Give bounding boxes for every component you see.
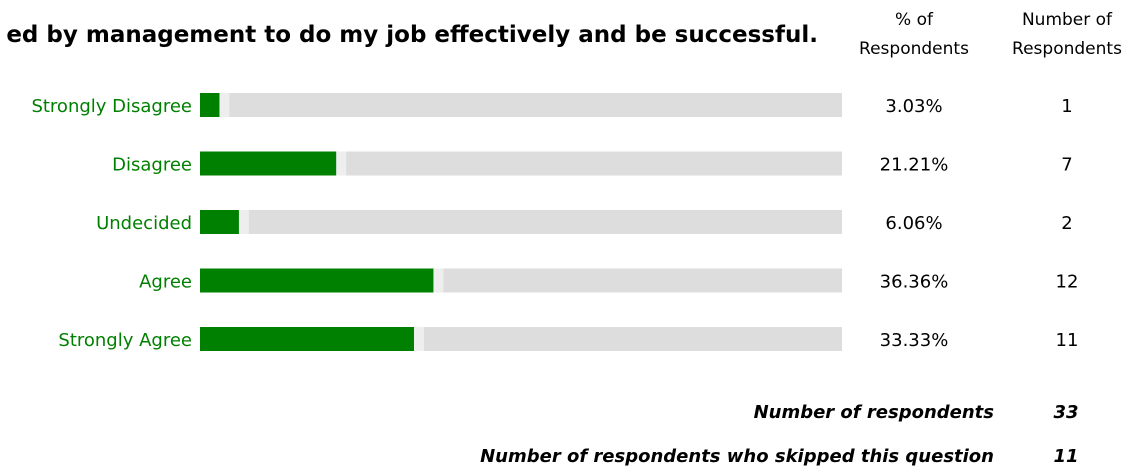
chart-rows: Strongly Disagree 3.03% 1 Disagree 21.21% 7 Un… [31, 93, 1078, 351]
category-label: Undecided [96, 213, 192, 234]
category-label: Agree [139, 272, 192, 293]
bar-track [200, 93, 842, 117]
bar-row: Undecided 6.06% 2 [96, 210, 1073, 234]
count-label: 12 [1056, 272, 1079, 293]
bar-shade [238, 210, 249, 234]
summary-row: Number of respondents 33 [754, 402, 1079, 423]
bar [200, 210, 239, 234]
summary-label: Number of respondents who skipped this q… [480, 446, 994, 467]
count-label: 7 [1061, 155, 1072, 176]
percent-label: 6.06% [885, 213, 942, 234]
bar [200, 93, 220, 117]
count-label: 11 [1056, 330, 1079, 351]
bar-shade [413, 327, 424, 351]
percent-label: 3.03% [885, 96, 942, 117]
summary-label: Number of respondents [754, 402, 995, 423]
bar [200, 268, 434, 293]
percent-header-line1: % of [895, 10, 934, 30]
summary-value: 33 [1053, 402, 1078, 423]
summary-row: Number of respondents who skipped this q… [480, 446, 1078, 467]
count-header-line2: Respondents [1012, 39, 1122, 59]
bar-track [200, 210, 842, 234]
bar-row: Agree 36.36% 12 [139, 268, 1079, 293]
question-title: ed by management to do my job effectivel… [6, 22, 818, 48]
category-label: Strongly Agree [58, 330, 192, 351]
count-label: 2 [1061, 213, 1072, 234]
bar-row: Strongly Agree 33.33% 11 [58, 327, 1078, 351]
percent-label: 21.21% [880, 155, 949, 176]
percent-label: 36.36% [880, 272, 949, 293]
summary-value: 11 [1053, 446, 1078, 467]
category-label: Disagree [112, 155, 192, 176]
bar-shade [433, 268, 444, 293]
bar [200, 327, 414, 351]
bar-shade [219, 93, 230, 117]
bar-row: Disagree 21.21% 7 [112, 151, 1073, 176]
count-label: 1 [1061, 96, 1072, 117]
bar [200, 151, 337, 176]
percent-label: 33.33% [880, 330, 949, 351]
bar-shade [336, 151, 347, 176]
category-label: Strongly Disagree [31, 96, 192, 117]
percent-header-line2: Respondents [859, 39, 969, 59]
count-header-line1: Number of [1022, 10, 1113, 30]
bar-row: Strongly Disagree 3.03% 1 [31, 93, 1073, 117]
